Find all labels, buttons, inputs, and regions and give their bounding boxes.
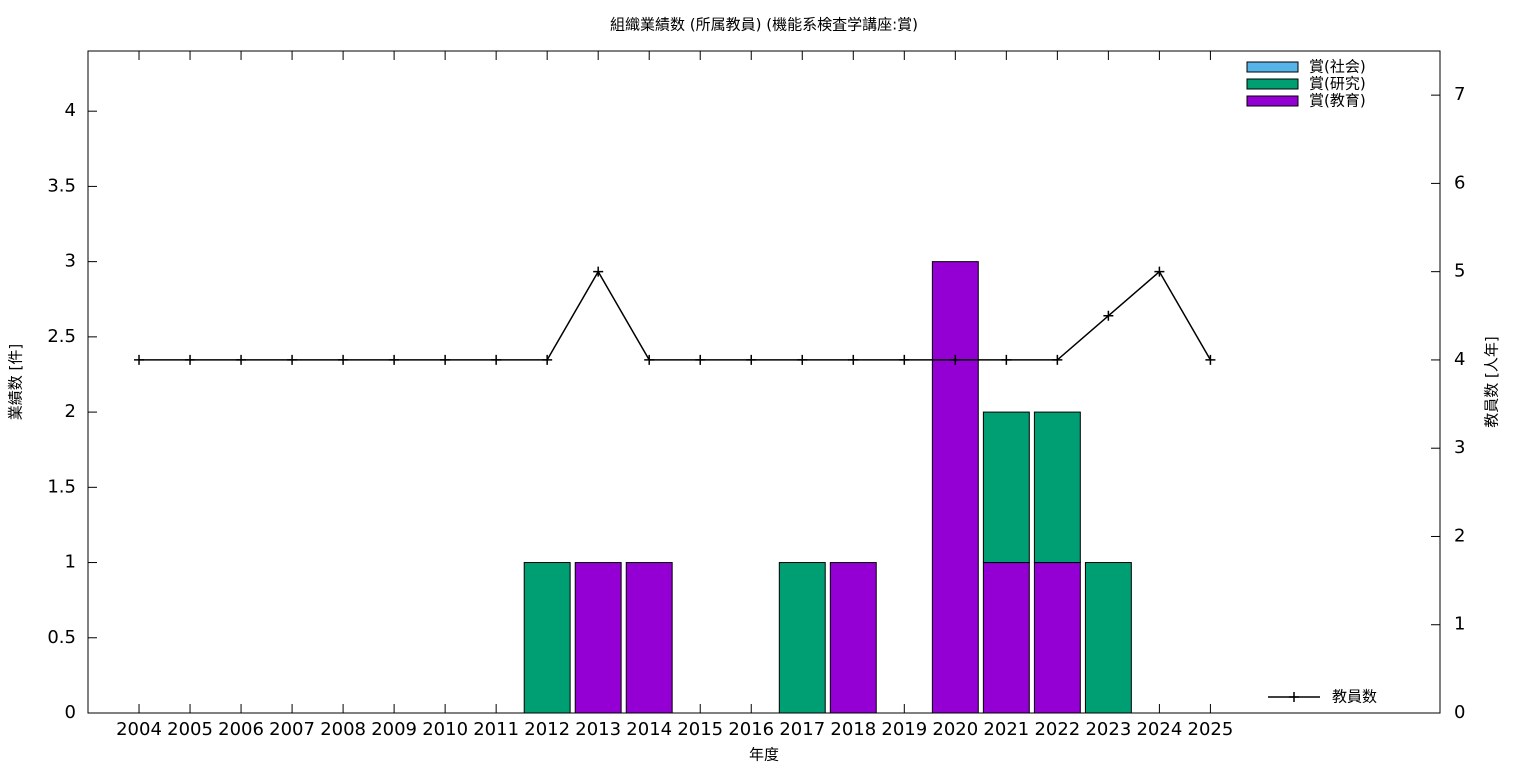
x-tick-label: 2016 xyxy=(728,719,774,740)
y2-tick-label: 6 xyxy=(1454,172,1465,193)
line-point xyxy=(1205,354,1216,365)
line-point xyxy=(1052,354,1063,365)
bar-segment xyxy=(523,562,571,714)
line-point xyxy=(134,354,145,365)
bar-segment xyxy=(625,562,673,714)
line-point xyxy=(593,266,604,277)
line-point xyxy=(542,354,553,365)
line-point xyxy=(185,354,196,365)
x-tick-label: 2012 xyxy=(524,719,570,740)
y2-tick-label: 3 xyxy=(1454,437,1465,458)
x-tick-label: 2024 xyxy=(1136,719,1182,740)
x-tick-label: 2017 xyxy=(779,719,825,740)
x-tick-label: 2013 xyxy=(575,719,621,740)
bar-segment xyxy=(778,562,826,714)
x-tick-label: 2014 xyxy=(626,719,672,740)
y2-tick-label: 2 xyxy=(1454,525,1465,546)
line-point xyxy=(644,354,655,365)
y-tick-label: 3.5 xyxy=(47,175,76,196)
x-tick-label: 2023 xyxy=(1085,719,1131,740)
legend-swatch xyxy=(1246,78,1299,90)
y2-tick-label: 4 xyxy=(1454,349,1465,370)
y2-axis-label: 教員数 [人年] xyxy=(1483,336,1501,427)
legend-marker xyxy=(1289,692,1299,702)
line-point xyxy=(1154,266,1165,277)
x-tick-label: 2021 xyxy=(983,719,1029,740)
line-point xyxy=(338,354,349,365)
bar-segment xyxy=(982,411,1030,564)
line-point xyxy=(389,354,400,365)
line-point xyxy=(797,354,808,365)
y2-tick-label: 5 xyxy=(1454,261,1465,282)
y-axis-label: 業績数 [件] xyxy=(7,344,25,420)
line-point xyxy=(950,354,961,365)
x-tick-label: 2010 xyxy=(422,719,468,740)
y-tick-label: 4 xyxy=(65,100,76,121)
y-tick-label: 2 xyxy=(65,401,76,422)
plot-frame xyxy=(87,50,1441,714)
x-axis-label: 年度 xyxy=(749,746,779,764)
x-tick-label: 2018 xyxy=(830,719,876,740)
y2-tick-label: 7 xyxy=(1454,84,1465,105)
bar-segment xyxy=(1033,411,1081,564)
y-tick-label: 0.5 xyxy=(47,627,76,648)
line-point xyxy=(848,354,859,365)
bar-segment xyxy=(1033,562,1081,714)
y-tick-label: 3 xyxy=(65,251,76,272)
x-tick-label: 2011 xyxy=(473,719,519,740)
bar-segment xyxy=(931,261,979,714)
line-point xyxy=(491,354,502,365)
legend-label: 賞(研究) xyxy=(1309,75,1366,93)
x-tick-label: 2008 xyxy=(320,719,366,740)
x-tick-label: 2019 xyxy=(881,719,927,740)
x-tick-label: 2015 xyxy=(677,719,723,740)
line-point xyxy=(236,354,247,365)
bar-segment xyxy=(574,562,622,714)
legend-swatch xyxy=(1246,61,1299,73)
line-point xyxy=(746,354,757,365)
x-tick-label: 2020 xyxy=(932,719,978,740)
y-tick-label: 1 xyxy=(65,552,76,573)
legend-label: 教員数 xyxy=(1332,688,1377,706)
x-tick-label: 2006 xyxy=(218,719,264,740)
line-point xyxy=(1103,310,1114,321)
legend-label: 賞(教育) xyxy=(1309,92,1366,110)
legend-swatch xyxy=(1246,95,1299,107)
bar-segment xyxy=(829,562,877,714)
bar-segment xyxy=(1084,562,1132,714)
x-tick-label: 2007 xyxy=(269,719,315,740)
x-tick-label: 2025 xyxy=(1188,719,1234,740)
x-tick-label: 2005 xyxy=(167,719,213,740)
y-tick-label: 0 xyxy=(65,702,76,723)
legend-label: 賞(社会) xyxy=(1309,58,1366,76)
bar-segment xyxy=(982,562,1030,714)
x-tick-label: 2009 xyxy=(371,719,417,740)
y-tick-label: 1.5 xyxy=(47,476,76,497)
y2-tick-label: 0 xyxy=(1454,702,1465,723)
y-tick-label: 2.5 xyxy=(47,326,76,347)
x-tick-label: 2022 xyxy=(1034,719,1080,740)
line-point xyxy=(695,354,706,365)
line xyxy=(139,270,1212,361)
chart-title: 組織業績数 (所属教員) (機能系検査学講座:賞) xyxy=(610,16,918,34)
line-point xyxy=(1001,354,1012,365)
line-point xyxy=(287,354,298,365)
y2-tick-label: 1 xyxy=(1454,614,1465,635)
line-point xyxy=(440,354,451,365)
line-point xyxy=(899,354,910,365)
x-tick-label: 2004 xyxy=(116,719,162,740)
